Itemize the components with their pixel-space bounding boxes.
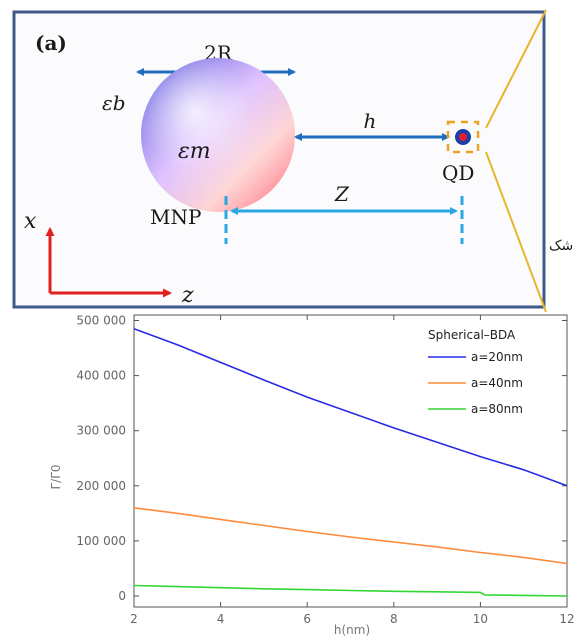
x-tick-label: 10 (473, 612, 488, 626)
x-tick-label: 2 (130, 612, 138, 626)
y-axis: 0 100 000 200 000 300 000 400 000 500 000 (76, 314, 567, 603)
line-chart: 0 100 000 200 000 300 000 400 000 500 000 2 4 6… (0, 312, 577, 640)
eps-m-label: εm (178, 139, 211, 164)
x-tick-label: 8 (390, 612, 398, 626)
x-tick-label: 6 (303, 612, 311, 626)
x-axis-label: h(nm) (334, 623, 370, 637)
x-tick-label: 12 (559, 612, 574, 626)
axis-z-label: z (181, 283, 194, 308)
y-tick-label: 300 000 (76, 424, 126, 438)
legend-label: a=20nm (471, 350, 523, 364)
y-tick-label: 500 000 (76, 314, 126, 328)
qd-bracket (446, 120, 480, 154)
legend-title: Spherical–BDA (428, 328, 516, 342)
mnp-label: MNP (150, 205, 201, 229)
y-tick-label: 0 (118, 589, 126, 603)
y-axis-label: Γ/Γ0 (49, 464, 63, 489)
eps-b-label: εb (102, 91, 126, 115)
qd-dot-inner (459, 133, 467, 141)
schematic-panel: (a) 2R εb εm h QD MNP Z x z (12, 9, 547, 313)
axis-x-label: x (24, 209, 37, 234)
legend-label: a=80nm (471, 402, 523, 416)
side-text: شک (549, 238, 574, 254)
y-tick-label: 200 000 (76, 479, 126, 493)
y-tick-label: 400 000 (76, 369, 126, 383)
series-line-1 (133, 328, 568, 487)
legend: a=20nm a=40nm a=80nm (428, 350, 523, 416)
series-group (133, 328, 568, 597)
x-tick-label: 4 (217, 612, 225, 626)
mnp-sphere-highlight (141, 58, 295, 212)
z-label: Z (334, 182, 350, 206)
y-tick-label: 100 000 (76, 534, 126, 548)
panel-label: (a) (35, 31, 67, 55)
x-axis: 2 4 6 8 10 12 (130, 315, 575, 626)
series-line-3 (133, 584, 568, 597)
series-line-2 (133, 507, 568, 565)
zoom-line-bottom (485, 151, 547, 313)
zoom-line-top (485, 9, 547, 129)
plot-frame (133, 314, 568, 608)
h-label: h (364, 109, 377, 133)
legend-label: a=40nm (471, 376, 523, 390)
chart-background (0, 312, 577, 640)
qd-label: QD (442, 161, 474, 185)
